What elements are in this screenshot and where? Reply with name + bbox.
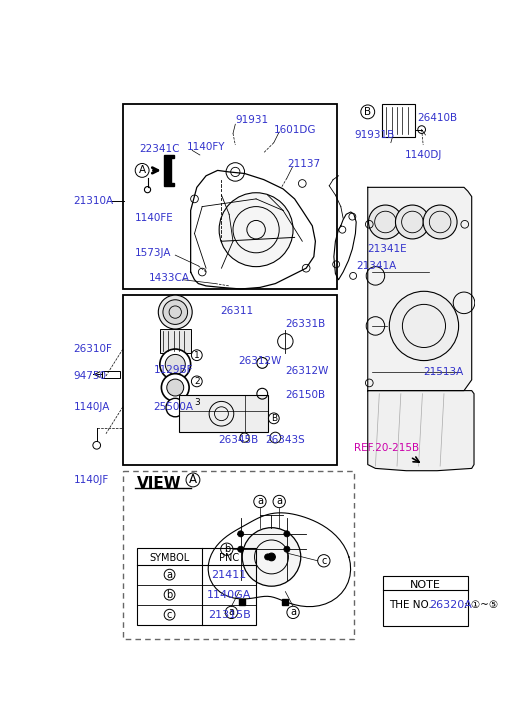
Text: 2: 2 bbox=[194, 377, 199, 386]
Text: 94750: 94750 bbox=[74, 371, 107, 381]
Text: 25500A: 25500A bbox=[154, 402, 194, 411]
Circle shape bbox=[268, 553, 276, 561]
Text: REF.20-215B: REF.20-215B bbox=[354, 443, 419, 453]
Text: 1140GA: 1140GA bbox=[207, 590, 251, 600]
Circle shape bbox=[284, 531, 290, 537]
Text: a: a bbox=[167, 570, 172, 579]
Text: B: B bbox=[271, 414, 277, 423]
Polygon shape bbox=[368, 390, 474, 470]
Circle shape bbox=[389, 292, 459, 361]
Text: 21137: 21137 bbox=[287, 159, 320, 169]
Text: b: b bbox=[167, 590, 172, 600]
Circle shape bbox=[242, 528, 301, 586]
Bar bbox=[383, 577, 468, 626]
Circle shape bbox=[396, 205, 430, 239]
Text: 91931: 91931 bbox=[235, 115, 268, 124]
Text: 21315B: 21315B bbox=[208, 610, 251, 619]
Text: VIEW: VIEW bbox=[137, 476, 181, 491]
Text: SYMBOL: SYMBOL bbox=[150, 553, 190, 563]
Text: 26150B: 26150B bbox=[285, 390, 325, 401]
Text: NOTE: NOTE bbox=[410, 579, 441, 590]
Text: 26343S: 26343S bbox=[266, 435, 305, 445]
Text: c: c bbox=[167, 610, 172, 619]
Text: 26331B: 26331B bbox=[285, 319, 326, 329]
Text: 3: 3 bbox=[194, 398, 199, 407]
Text: A: A bbox=[189, 473, 197, 486]
Circle shape bbox=[167, 379, 184, 396]
Circle shape bbox=[158, 295, 192, 329]
Circle shape bbox=[238, 546, 244, 553]
Circle shape bbox=[160, 349, 190, 379]
Bar bbox=[160, 329, 190, 353]
Circle shape bbox=[165, 355, 185, 374]
Text: 21341E: 21341E bbox=[368, 244, 407, 254]
Bar bbox=[179, 395, 268, 432]
Text: 1140FY: 1140FY bbox=[187, 142, 225, 152]
Bar bbox=[381, 104, 415, 137]
Text: 91931B: 91931B bbox=[354, 130, 394, 140]
Bar bbox=[123, 470, 354, 638]
Text: B: B bbox=[364, 107, 371, 117]
Text: PNC: PNC bbox=[219, 553, 239, 563]
Circle shape bbox=[166, 398, 185, 417]
Text: 26310F: 26310F bbox=[74, 344, 113, 354]
Text: 1129BF: 1129BF bbox=[154, 365, 193, 375]
Text: a: a bbox=[257, 497, 263, 507]
Text: 26312W: 26312W bbox=[285, 366, 329, 376]
Text: A: A bbox=[139, 166, 145, 175]
Text: 21310A: 21310A bbox=[74, 196, 114, 206]
Bar bbox=[123, 295, 337, 465]
Circle shape bbox=[423, 205, 457, 239]
Text: a: a bbox=[290, 607, 296, 617]
Text: a: a bbox=[229, 607, 234, 617]
Text: THE NO.: THE NO. bbox=[389, 601, 432, 611]
Text: b: b bbox=[224, 545, 230, 554]
Circle shape bbox=[163, 300, 188, 324]
Text: : ①~⑤: : ①~⑤ bbox=[464, 601, 498, 611]
Circle shape bbox=[161, 374, 189, 401]
Circle shape bbox=[264, 554, 271, 560]
Text: 26410B: 26410B bbox=[417, 113, 457, 123]
Circle shape bbox=[284, 546, 290, 553]
Text: 1573JA: 1573JA bbox=[135, 248, 172, 258]
Text: 1601DG: 1601DG bbox=[274, 124, 316, 134]
Text: 1140FE: 1140FE bbox=[135, 213, 174, 223]
Bar bbox=[123, 104, 337, 289]
Text: 1433CA: 1433CA bbox=[149, 273, 190, 284]
Circle shape bbox=[238, 531, 244, 537]
Text: 21513A: 21513A bbox=[423, 367, 463, 377]
Polygon shape bbox=[165, 155, 174, 186]
Text: 26311: 26311 bbox=[220, 305, 253, 316]
Text: 21411: 21411 bbox=[212, 570, 247, 579]
Text: 22341C: 22341C bbox=[139, 144, 179, 154]
Text: 26320A: 26320A bbox=[430, 601, 472, 611]
Bar bbox=[137, 547, 256, 624]
Circle shape bbox=[369, 205, 403, 239]
Text: 26345B: 26345B bbox=[218, 435, 259, 445]
Text: 1140JF: 1140JF bbox=[74, 475, 109, 485]
Text: 1: 1 bbox=[194, 350, 199, 360]
Text: 1140DJ: 1140DJ bbox=[405, 150, 442, 160]
Circle shape bbox=[219, 193, 293, 267]
Text: 26312W: 26312W bbox=[239, 356, 282, 366]
Text: 1140JA: 1140JA bbox=[74, 402, 110, 411]
Bar bbox=[102, 371, 120, 378]
Text: 21341A: 21341A bbox=[356, 261, 396, 271]
Text: a: a bbox=[276, 497, 282, 507]
Polygon shape bbox=[368, 188, 472, 390]
Text: c: c bbox=[321, 555, 326, 566]
